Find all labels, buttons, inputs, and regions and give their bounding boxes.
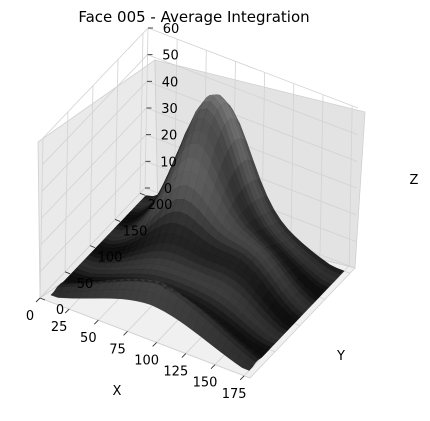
z-tick-label: 40	[162, 75, 179, 90]
x-tick-label: 125	[163, 365, 188, 380]
y-tick-label: 0	[56, 303, 64, 318]
x-tick-mark	[239, 375, 245, 381]
x-tick-mark	[210, 364, 216, 369]
z-tick-label: 20	[161, 129, 178, 144]
x-tick-mark	[94, 319, 99, 325]
y-tick-mark	[64, 271, 71, 275]
y-tick-label: 50	[77, 277, 94, 292]
z-tick-label: 50	[162, 49, 179, 64]
y-axis-label: Y	[336, 349, 345, 364]
z-tick-label: 0	[164, 182, 172, 197]
x-tick-mark	[64, 308, 70, 314]
pane-gridline	[40, 134, 147, 245]
pane-gridline	[42, 54, 148, 165]
y-tick-mark	[89, 245, 96, 249]
x-tick-mark	[35, 297, 41, 303]
y-tick-mark	[39, 297, 46, 301]
z-tick-label: 60	[163, 22, 180, 37]
pane-gridline	[42, 27, 149, 139]
x-tick-label: 25	[51, 320, 68, 335]
x-tick-mark	[123, 331, 128, 336]
x-tick-mark	[181, 353, 187, 358]
tick-marks	[35, 27, 245, 381]
pane-gridline	[41, 81, 148, 192]
x-tick-label: 150	[193, 376, 218, 391]
y-tick-mark	[139, 192, 146, 196]
tick-labels: 0255075100125150175050100150200010203040…	[26, 22, 247, 402]
x-tick-label: 50	[80, 331, 97, 346]
y-tick-label: 150	[123, 224, 148, 239]
surface-patch	[50, 291, 62, 298]
x-tick-label: 175	[222, 387, 247, 402]
surface-plot	[50, 94, 345, 371]
z-axis-label: Z	[410, 173, 419, 188]
chart-title: Face 005 - Average Integration	[78, 8, 309, 26]
pane-gridline	[39, 187, 146, 299]
x-tick-mark	[152, 342, 157, 347]
pane-gridline	[146, 80, 358, 162]
z-tick-label: 10	[160, 155, 177, 170]
pane-gridline	[41, 107, 147, 219]
pane-gridline	[40, 161, 146, 272]
x-tick-label: 0	[26, 309, 34, 324]
z-tick-label: 30	[161, 102, 178, 117]
pane-gridline	[147, 27, 359, 109]
x-tick-label: 100	[134, 353, 159, 368]
x-tick-label: 75	[109, 342, 126, 357]
x-axis-label: X	[113, 384, 122, 399]
y-tick-mark	[114, 219, 121, 222]
pane-gridline	[147, 54, 358, 136]
y-tick-label: 100	[98, 251, 123, 266]
y-tick-label: 200	[148, 198, 173, 213]
pane-gridline	[146, 107, 357, 189]
